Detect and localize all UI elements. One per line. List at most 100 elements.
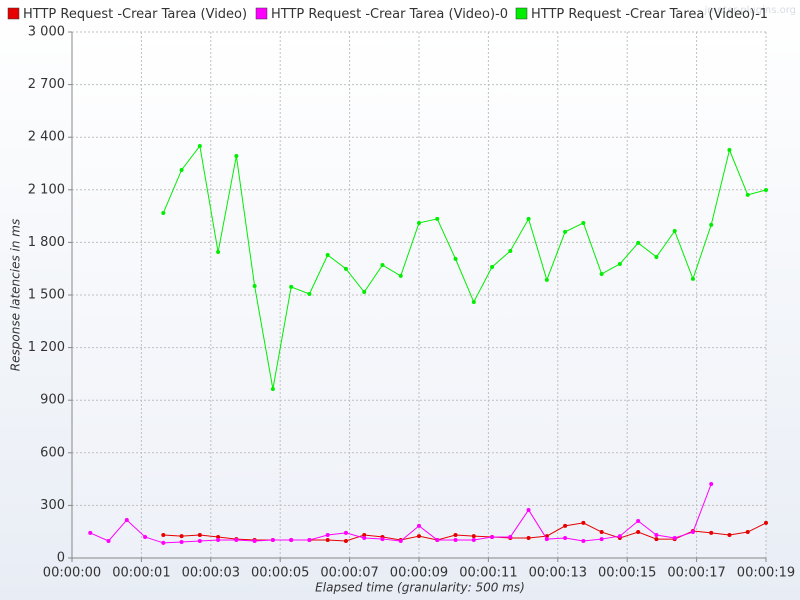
data-point	[526, 536, 531, 541]
data-point	[617, 261, 622, 266]
data-point	[544, 277, 549, 282]
data-point	[508, 534, 513, 539]
data-point	[362, 536, 367, 541]
data-point	[362, 533, 367, 538]
data-point	[599, 530, 604, 535]
data-point	[197, 143, 202, 148]
data-point	[343, 266, 348, 271]
data-point	[143, 534, 148, 539]
data-point	[654, 254, 659, 259]
y-tick-label: 1 800	[28, 235, 65, 250]
x-tick-label: 00:00:01	[112, 566, 170, 581]
data-point	[581, 220, 586, 225]
data-point	[544, 537, 549, 542]
data-point	[234, 153, 239, 158]
data-point	[270, 537, 275, 542]
x-tick-label: 00:00:13	[529, 566, 587, 581]
x-tick-label: 00:00:05	[251, 566, 309, 581]
x-tick-label: 00:00:07	[320, 566, 378, 581]
data-point	[197, 538, 202, 543]
data-point	[216, 250, 221, 255]
series-line	[162, 144, 767, 390]
data-point	[417, 534, 421, 539]
watermark: jmeter-plugins.org	[703, 5, 796, 16]
data-point	[690, 276, 695, 281]
data-point	[362, 290, 367, 295]
data-point	[398, 538, 403, 543]
x-tick-label: 00:00:19	[737, 566, 795, 581]
data-point	[764, 187, 768, 192]
data-point	[289, 537, 294, 542]
data-point	[161, 210, 166, 215]
data-point	[325, 537, 330, 542]
data-point	[563, 536, 568, 541]
data-point	[709, 482, 714, 487]
data-point	[690, 530, 695, 535]
data-point	[654, 537, 659, 542]
data-point	[179, 167, 184, 172]
legend-label: HTTP Request -Crear Tarea (Video)-1	[531, 7, 768, 22]
y-tick-label: 2 100	[28, 182, 65, 197]
data-point	[764, 520, 768, 525]
y-tick-label: 3 000	[28, 25, 65, 40]
data-point	[380, 537, 385, 542]
data-point	[563, 523, 568, 528]
data-point	[471, 300, 476, 305]
legend-label: HTTP Request -Crear Tarea (Video)	[23, 7, 247, 22]
data-point	[617, 534, 622, 539]
y-tick-label: 900	[40, 393, 65, 408]
y-tick-label: 300	[40, 498, 65, 513]
legend-swatch	[515, 7, 528, 20]
data-point	[453, 533, 458, 538]
y-tick-label: 0	[57, 551, 65, 566]
data-point	[252, 284, 257, 289]
data-point	[672, 536, 677, 541]
data-point	[745, 530, 750, 535]
data-point	[179, 540, 184, 545]
data-point	[490, 264, 495, 269]
legend-swatch	[255, 7, 268, 20]
data-point	[581, 538, 586, 543]
x-tick-label: 00:00:15	[598, 566, 656, 581]
data-point	[526, 216, 531, 221]
data-point	[599, 537, 604, 542]
data-point	[398, 273, 403, 278]
data-point	[343, 538, 348, 543]
data-point	[270, 386, 275, 391]
data-point	[307, 291, 312, 296]
data-point	[636, 530, 641, 535]
x-axis-label: Elapsed time (granularity: 500 ms)	[315, 581, 525, 595]
data-point	[727, 533, 732, 538]
data-point	[289, 284, 294, 289]
data-point	[435, 216, 440, 221]
data-point	[599, 271, 604, 276]
x-tick-label: 00:00:09	[390, 566, 448, 581]
x-tick-label: 00:00:00	[43, 566, 101, 581]
y-tick-label: 2 700	[28, 77, 65, 92]
data-point	[709, 222, 714, 227]
data-point	[490, 534, 495, 539]
data-point	[727, 147, 732, 152]
data-point	[88, 530, 93, 535]
data-point	[325, 533, 330, 538]
x-tick-label: 00:00:17	[667, 566, 725, 581]
legend-swatch	[7, 7, 20, 20]
data-point	[508, 248, 513, 253]
plot-area	[72, 32, 766, 558]
y-tick-label: 2 400	[28, 130, 65, 145]
data-point	[417, 523, 421, 528]
data-point	[563, 229, 568, 234]
data-point	[417, 220, 421, 225]
data-point	[343, 530, 348, 535]
data-point	[654, 533, 659, 538]
data-point	[234, 537, 239, 542]
data-point	[471, 534, 476, 539]
data-point	[124, 517, 129, 522]
data-point	[179, 534, 184, 539]
x-tick-label: 00:00:03	[182, 566, 240, 581]
data-point	[252, 538, 257, 543]
data-point	[161, 540, 166, 545]
data-point	[161, 533, 166, 538]
data-point	[453, 256, 458, 261]
